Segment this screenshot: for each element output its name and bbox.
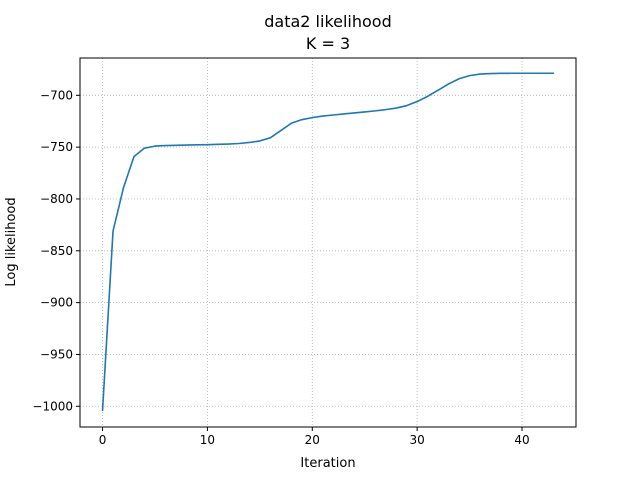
y-axis-label: Log likelihood — [4, 197, 19, 286]
y-tick-label: −850 — [40, 244, 73, 258]
y-tick-label: −900 — [40, 296, 73, 310]
x-tick-label: 20 — [305, 433, 320, 447]
x-tick-label: 0 — [99, 433, 107, 447]
y-tick-label: −950 — [40, 347, 73, 361]
x-tick-label: 30 — [409, 433, 424, 447]
series-group — [101, 72, 555, 412]
y-tick-label: −750 — [40, 140, 73, 154]
x-axis-label: Iteration — [300, 456, 355, 471]
chart-subtitle: K = 3 — [306, 34, 350, 53]
x-axis-ticks: 0 10 20 30 40 — [99, 427, 530, 447]
x-tick-label: 10 — [200, 433, 215, 447]
series-line — [101, 72, 555, 412]
y-axis-ticks: −1000 −950 −900 −850 −800 −750 −700 — [32, 88, 80, 413]
y-tick-label: −1000 — [32, 399, 73, 413]
y-tick-label: −700 — [40, 88, 73, 102]
chart-title: data2 likelihood — [264, 12, 392, 31]
y-tick-label: −800 — [40, 192, 73, 206]
plot-frame — [79, 57, 577, 428]
x-tick-label: 40 — [514, 433, 529, 447]
